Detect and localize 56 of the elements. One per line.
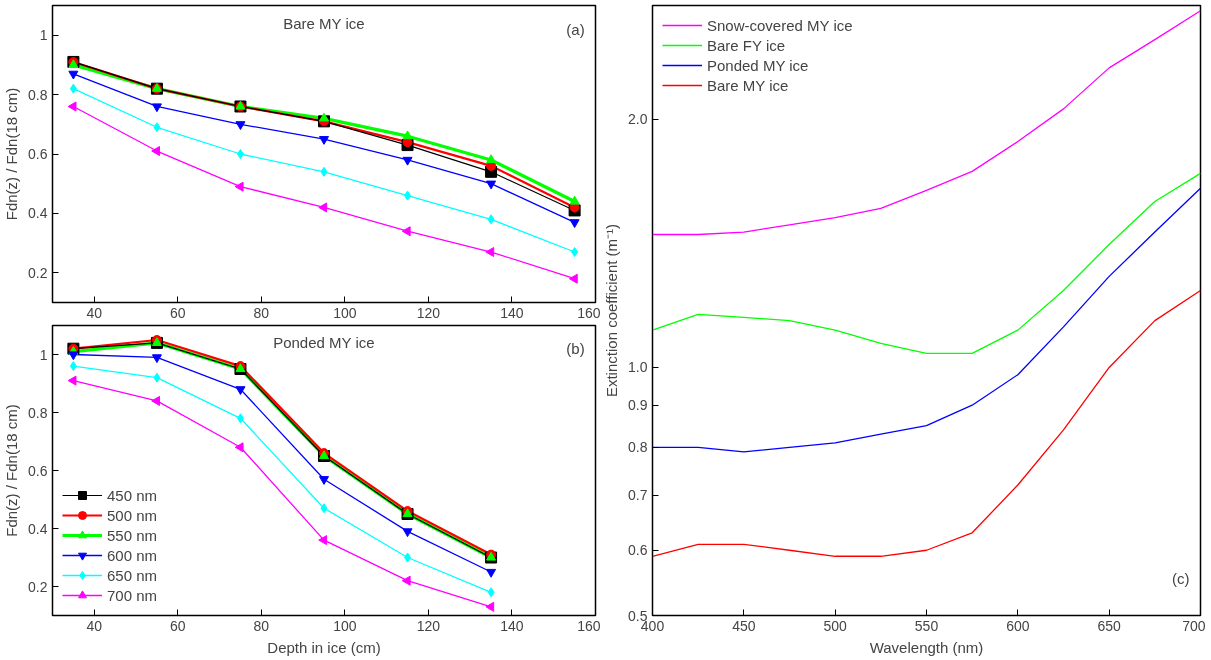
x-tick-label: 450: [732, 617, 756, 634]
text: Ponded MY ice: [273, 334, 375, 352]
y-tick-label: 1.0: [628, 359, 648, 376]
legend-label: Ponded MY ice: [707, 56, 809, 74]
annotation: (a): [566, 20, 585, 38]
legend-label: 600 nm: [107, 546, 158, 564]
x-tick-label: 120: [416, 304, 441, 321]
legend-label: 550 nm: [107, 526, 158, 544]
x-tick-label: 140: [500, 304, 524, 321]
x-tick-label: 120: [416, 617, 441, 634]
x-tick-label: 100: [333, 617, 357, 634]
y-tick-label: 0.6: [28, 146, 48, 162]
x-tick-label: 650: [1097, 617, 1122, 634]
legend-label: 500 nm: [107, 506, 158, 524]
y-axis-title: Extinction coefficient (m⁻¹): [603, 223, 621, 398]
x-axis-title: Depth in ice (cm): [267, 638, 381, 656]
x-tick-label: 80: [253, 617, 270, 634]
x-tick-label: 550: [914, 617, 939, 634]
y-tick-label: 0.8: [28, 86, 48, 103]
x-tick-label: 600: [1006, 617, 1030, 634]
y-axis-title: Fdn(z) / Fdn(18 cm): [3, 87, 21, 221]
y-tick-label: 2.0: [628, 111, 648, 128]
y-tick-label: 1: [39, 346, 48, 363]
legend-label: Snow-covered MY ice: [707, 16, 853, 34]
x-axis-title: Wavelength (nm): [869, 638, 984, 656]
legend-label: 650 nm: [107, 566, 158, 584]
y-tick-label: 0.2: [28, 578, 48, 595]
annotation: (b): [566, 340, 585, 358]
x-tick-label: 40: [86, 617, 103, 634]
y-tick-label: 1: [39, 27, 48, 44]
x-tick-label: 140: [500, 617, 524, 634]
y-tick-label: 0.8: [28, 404, 48, 421]
x-tick-label: 100: [333, 304, 357, 321]
x-tick-label: 160: [577, 304, 601, 321]
legend-label: 700 nm: [107, 586, 158, 604]
x-tick-label: 80: [253, 304, 270, 321]
x-tick-label: 700: [1182, 617, 1206, 634]
y-tick-label: 0.2: [28, 264, 48, 281]
legend-label: Bare MY ice: [707, 76, 789, 94]
x-tick-label: 60: [170, 304, 186, 321]
y-tick-label: 0.7: [628, 487, 648, 504]
legend-label: 450 nm: [107, 486, 158, 504]
annotation: (c): [1172, 570, 1190, 588]
y-tick-label: 0.6: [628, 542, 648, 559]
x-tick-label: 500: [823, 617, 848, 634]
y-tick-label: 0.4: [28, 205, 48, 222]
y-tick-label: 0.8: [628, 439, 648, 456]
legend-label: Bare FY ice: [707, 36, 786, 54]
y-tick-label: 0.4: [28, 520, 48, 537]
y-tick-label: 0.9: [628, 397, 648, 414]
text: Bare MY ice: [283, 14, 365, 32]
x-tick-label: 40: [86, 304, 103, 321]
y-tick-label: 0.6: [28, 462, 48, 479]
y-axis-title: Fdn(z) / Fdn(18 cm): [3, 404, 21, 537]
x-tick-label: 160: [577, 617, 601, 634]
x-tick-label: 60: [170, 617, 186, 634]
